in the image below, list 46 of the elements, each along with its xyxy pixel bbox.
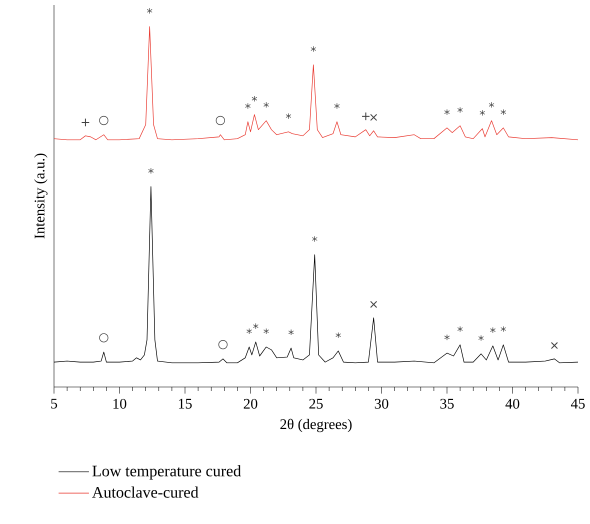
- annotation: *: [264, 328, 269, 334]
- y-axis-title: Intensity (a.u.): [34, 154, 48, 238]
- x-tick-label: 40: [505, 398, 520, 409]
- x-tick-label: 5: [51, 398, 58, 409]
- annotation: *: [264, 102, 269, 108]
- annotation: *: [312, 236, 318, 242]
- annotation: *: [444, 334, 450, 340]
- annotation: *: [478, 335, 484, 341]
- annotation: ×: [551, 342, 558, 349]
- x-tick-label: 35: [440, 398, 454, 409]
- annotation: *: [334, 103, 340, 109]
- annotation: +: [362, 112, 370, 120]
- annotation: *: [245, 103, 251, 109]
- annotation: *: [310, 46, 316, 52]
- x-tick-label: 10: [113, 398, 126, 409]
- annotation: ×: [370, 114, 378, 121]
- annotation: *: [480, 110, 486, 116]
- x-axis-title: 2θ (degrees): [280, 418, 352, 432]
- legend-label: Low temperature cured: [92, 465, 242, 480]
- annotation: *: [286, 113, 292, 119]
- annotation: *: [253, 323, 258, 329]
- annotation: *: [246, 328, 252, 334]
- annotation: *: [488, 102, 494, 108]
- x-tick-label: 15: [178, 398, 192, 409]
- annotation: ×: [370, 301, 378, 308]
- annotation: *: [336, 332, 341, 338]
- x-tick-label: 30: [374, 398, 388, 409]
- annotation: ○: [99, 333, 108, 342]
- annotation: *: [146, 8, 152, 14]
- annotation: *: [457, 107, 463, 113]
- annotation: *: [444, 109, 450, 115]
- x-tick-label: 20: [244, 398, 258, 409]
- annotation: +: [82, 118, 90, 126]
- annotation: *: [500, 109, 506, 115]
- annotation: *: [457, 326, 463, 332]
- annotation: ○: [216, 116, 225, 126]
- legend-label: Autoclave-cured: [92, 486, 198, 498]
- annotation: *: [148, 168, 154, 174]
- annotation: *: [252, 96, 258, 102]
- x-tick-label: 25: [309, 398, 323, 409]
- annotation: ○: [218, 340, 228, 350]
- annotation: ○: [99, 116, 108, 126]
- annotation: *: [288, 330, 294, 336]
- annotation: *: [490, 327, 496, 333]
- annotation: *: [500, 326, 506, 332]
- x-tick-label: 45: [570, 398, 585, 409]
